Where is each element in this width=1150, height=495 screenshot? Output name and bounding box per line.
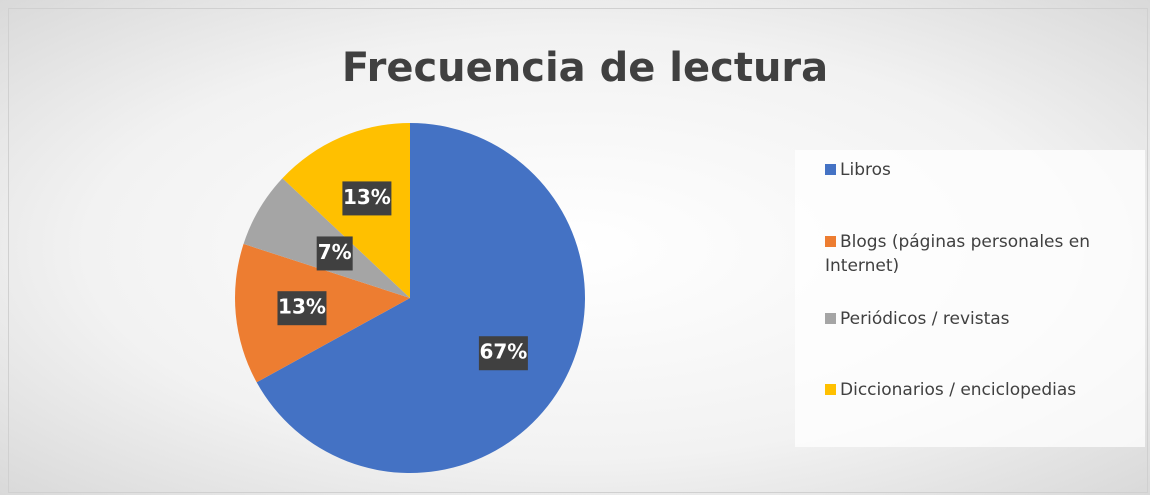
legend-swatch [825, 384, 836, 395]
legend-swatch [825, 313, 836, 324]
chart-title: Frecuencia de lectura [342, 45, 828, 91]
data-label-box [478, 336, 528, 371]
legend-item: Blogs (páginas personales en Internet) [825, 230, 1135, 278]
chart-frame [8, 8, 1148, 493]
data-label: 7% [318, 240, 352, 264]
data-label: 13% [278, 295, 326, 319]
data-label-box [277, 291, 327, 326]
legend-item: Libros [825, 158, 1135, 182]
legend-swatch [825, 164, 836, 175]
legend-label: Blogs (páginas personales en Internet) [825, 232, 1091, 276]
legend-item: Diccionarios / enciclopedias [825, 378, 1135, 402]
legend-label: Periódicos / revistas [840, 309, 1010, 329]
legend: Libros Blogs (páginas personales en Inter… [795, 150, 1145, 447]
legend-item: Periódicos / revistas [825, 307, 1135, 331]
data-label-box [342, 181, 392, 216]
data-label: 67% [479, 340, 527, 364]
legend-label: Diccionarios / enciclopedias [840, 380, 1077, 400]
legend-swatch [825, 236, 836, 247]
data-label-box [316, 236, 353, 271]
data-label: 13% [343, 185, 391, 209]
pie-slice [256, 123, 585, 473]
legend-label: Libros [840, 160, 891, 180]
